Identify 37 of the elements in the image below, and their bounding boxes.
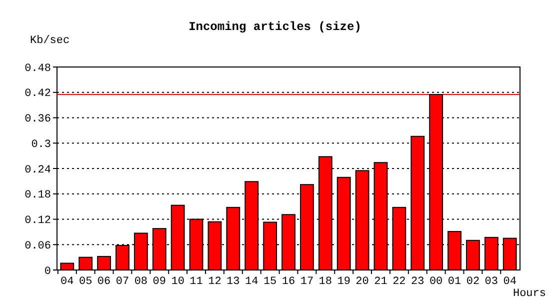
x-tick-label: 10 bbox=[171, 276, 184, 288]
x-tick-label: 02 bbox=[466, 276, 480, 288]
x-tick-label: 05 bbox=[78, 276, 92, 288]
chart-title: Incoming articles (size) bbox=[188, 20, 362, 34]
x-tick-label: 16 bbox=[282, 276, 296, 288]
x-tick-label: 22 bbox=[392, 276, 406, 288]
x-tick-label: 12 bbox=[208, 276, 222, 288]
x-tick-label: 03 bbox=[484, 276, 498, 288]
y-tick-label: 0.3 bbox=[31, 138, 51, 151]
y-tick-label: 0.12 bbox=[24, 215, 51, 228]
x-tick-label: 04 bbox=[60, 276, 74, 288]
x-tick-label: 04 bbox=[503, 276, 517, 288]
y-tick-label: 0.36 bbox=[24, 114, 51, 126]
x-tick-label: 19 bbox=[337, 276, 350, 288]
y-axis-title: Kb/sec bbox=[30, 35, 70, 47]
x-tick-label: 13 bbox=[226, 276, 240, 288]
y-tick-label: 0.42 bbox=[24, 88, 51, 100]
x-tick-label: 14 bbox=[245, 276, 259, 288]
x-tick-label: 17 bbox=[300, 276, 314, 288]
y-tick-label: 0.24 bbox=[24, 164, 52, 176]
x-tick-label: 11 bbox=[190, 276, 204, 288]
x-tick-label: 00 bbox=[429, 276, 443, 288]
x-tick-label: 07 bbox=[116, 276, 130, 288]
x-tick-label: 23 bbox=[411, 276, 424, 288]
x-tick-label: 15 bbox=[263, 276, 277, 288]
x-tick-label: 06 bbox=[97, 276, 111, 288]
x-tick-label: 20 bbox=[356, 276, 369, 288]
y-tick-label: 0.06 bbox=[24, 240, 51, 252]
x-tick-label: 09 bbox=[152, 276, 166, 288]
y-tick-label: 0.48 bbox=[24, 62, 51, 75]
x-tick-label: 01 bbox=[448, 276, 462, 288]
x-axis-title: Hours bbox=[512, 288, 546, 300]
x-tick-label: 08 bbox=[134, 276, 148, 288]
x-tick-label: 18 bbox=[318, 276, 332, 288]
x-tick-label: 21 bbox=[374, 276, 388, 288]
y-tick-label: 0.18 bbox=[24, 190, 51, 202]
y-tick-label: 0 bbox=[44, 266, 51, 278]
